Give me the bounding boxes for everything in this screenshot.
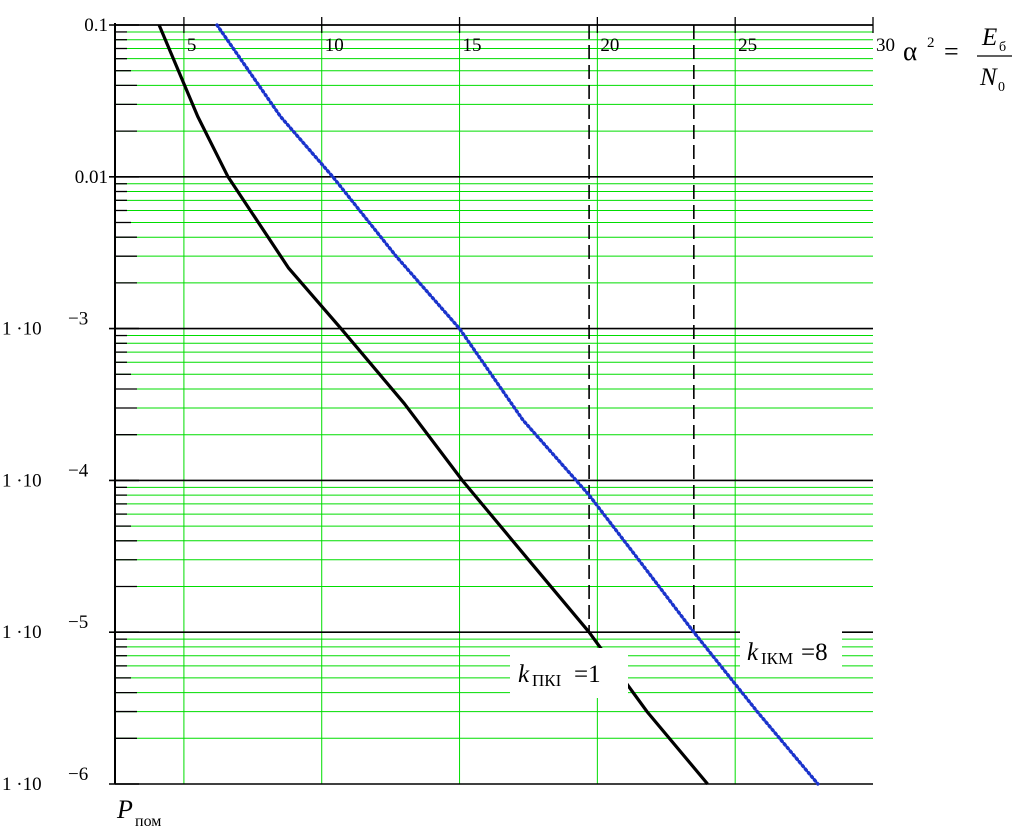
series1-label-sub: ПКI [532,671,562,690]
series2-label-rest: =8 [801,639,828,666]
y-tick-label: 1 ·10 [2,470,42,491]
x-tick-label: 25 [738,35,757,56]
series-layer [157,23,820,786]
series-line-2 [215,23,820,786]
minor-grid [115,25,873,784]
series2-label-base: k [747,639,759,666]
x-tick-label: 15 [463,35,482,56]
axes [114,23,873,784]
x-axis-label: α 2 = E б N 0 [903,24,1012,95]
svg-text:α: α [903,36,917,66]
x-axis-label-equals: = [944,37,959,66]
y-tick-label: 1 ·10 [2,622,42,643]
series2-label-sub: ІКМ [761,649,793,668]
tick-labels: 5 10 15 20 25 30 0.1 0.01 1 ·10 −3 1 ·10 −4 1 ·10 −5 1… [2,15,895,795]
y-tick-label: 0.01 [75,167,108,188]
y-tick-label: 1 ·10 [2,774,42,795]
series1-label-background [510,648,628,698]
x-axis-label-denominator-sub: 0 [998,80,1005,95]
x-axis-label-numerator: E [981,24,997,51]
series2-label: k ІКМ =8 [740,628,842,676]
x-axis-label-lhs: α [903,36,917,66]
axis-ticks [109,17,874,785]
y-tick-exponent: −4 [68,460,89,481]
x-tick-label: 10 [325,35,344,56]
y-axis-label: P пом [116,795,161,830]
x-axis-label-power: 2 [927,35,935,51]
y-tick-exponent: −3 [68,309,88,330]
y-tick-exponent: −5 [68,612,88,633]
y-tick-exponent: −6 [68,764,88,785]
x-axis-label-denominator: N [979,64,998,91]
x-tick-label: 5 [187,35,197,56]
series1-label: k ПКI =1 [510,648,628,698]
series1-label-base: k [518,661,530,688]
y-axis-label-sub: пом [135,813,161,830]
x-tick-label: 20 [600,35,619,56]
y-axis-label-base: P [116,795,133,824]
series1-label-rest: =1 [574,661,601,688]
reference-lines [588,25,695,633]
series2-label-background [740,628,842,676]
y-tick-label: 0.1 [84,15,108,36]
x-axis-label-numerator-sub: б [999,40,1006,55]
x-tick-label: 30 [876,35,895,56]
y-tick-label: 1 ·10 [2,319,42,340]
